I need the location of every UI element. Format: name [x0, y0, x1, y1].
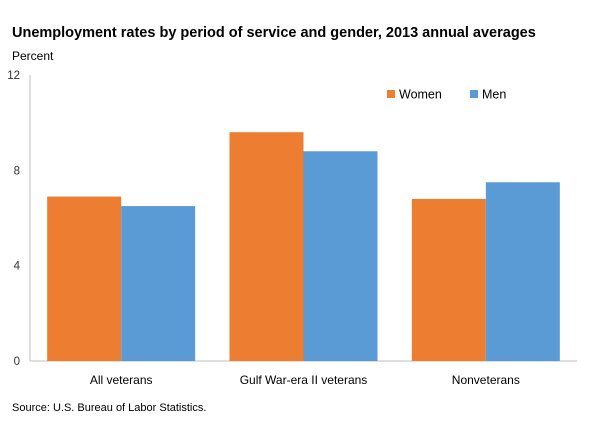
bar-women [411, 198, 486, 361]
category-label: All veterans [90, 373, 153, 387]
bar-men [121, 206, 196, 361]
legend: Women Men [387, 88, 506, 102]
bar-chart: 0 4 8 12 All veterans Gulf War-era II vetera… [7, 70, 577, 387]
category-labels: All veterans Gulf War-era II veterans Nonv… [90, 373, 520, 387]
bar-men [303, 151, 378, 361]
legend-label-women: Women [399, 88, 442, 102]
y-axis-unit-label: Percent [12, 49, 54, 63]
y-tick-label: 4 [14, 261, 21, 273]
bars [47, 132, 560, 361]
bar-women [47, 196, 122, 361]
chart-title: Unemployment rates by period of service … [12, 25, 536, 41]
y-tick-label: 8 [14, 165, 20, 177]
legend-label-men: Men [482, 88, 506, 102]
y-tick-label: 12 [7, 70, 20, 82]
legend-swatch-men [470, 90, 478, 98]
bar-men [485, 182, 560, 361]
y-ticks: 0 4 8 12 [7, 70, 20, 368]
source-note: Source: U.S. Bureau of Labor Statistics. [12, 402, 207, 414]
bar-women [229, 132, 304, 361]
y-tick-label: 0 [14, 356, 20, 368]
legend-swatch-women [387, 90, 395, 98]
category-label: Gulf War-era II veterans [240, 373, 368, 387]
category-label: Nonveterans [452, 373, 520, 387]
